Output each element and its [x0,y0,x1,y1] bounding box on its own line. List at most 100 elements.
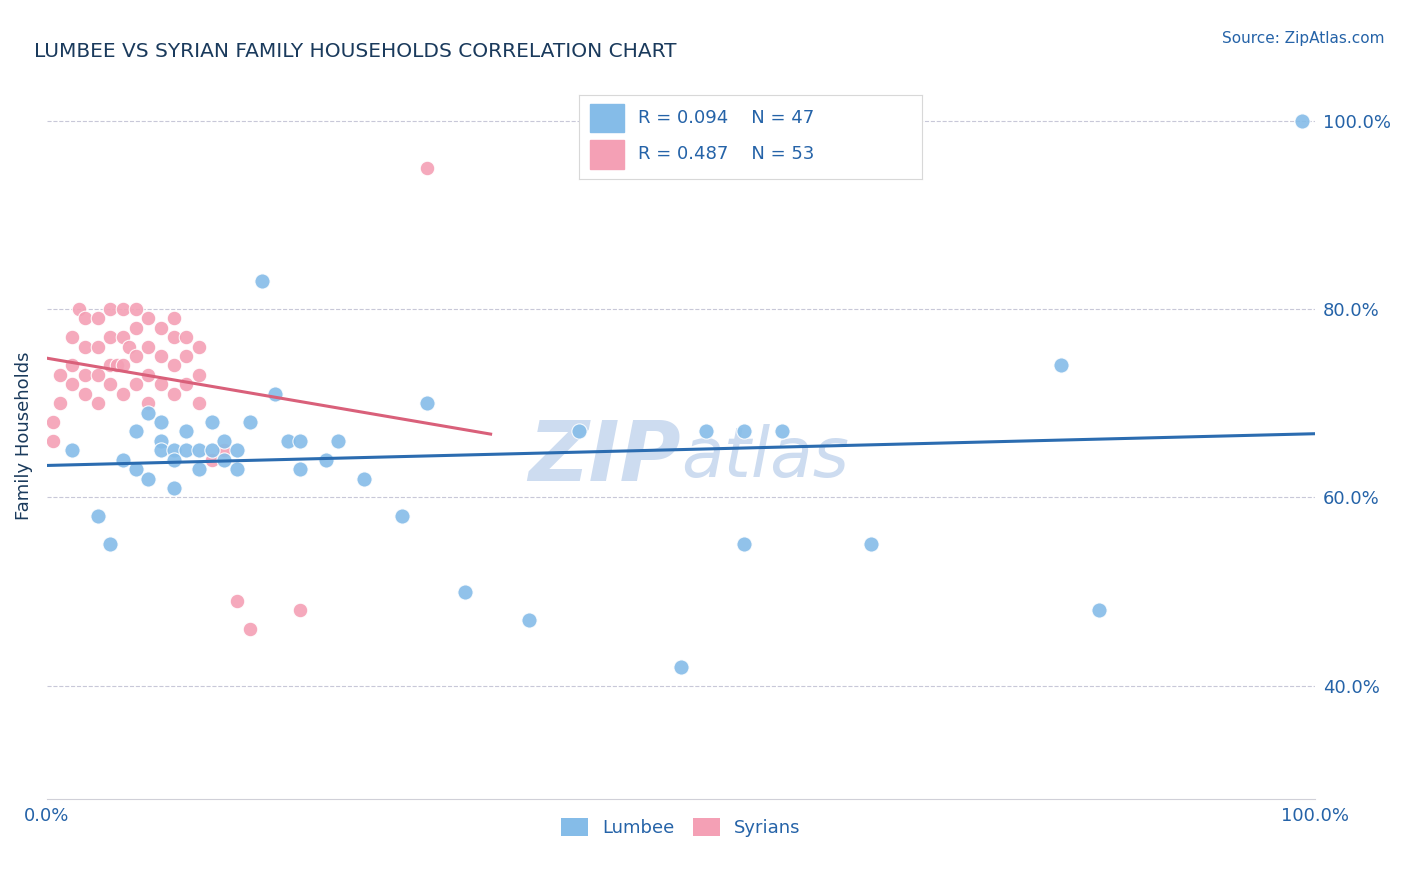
Point [73,311,96,326]
Point [859,537,882,551]
Point [136,396,159,410]
Legend: Lumbee, Syrians: Lumbee, Syrians [554,811,808,844]
Point [42,434,65,448]
Point [226,443,249,458]
Text: LUMBEE VS SYRIAN FAMILY HOUSEHOLDS CORRELATION CHART: LUMBEE VS SYRIAN FAMILY HOUSEHOLDS CORRE… [34,42,676,61]
Point [124,425,146,439]
Point [201,452,224,467]
Point [290,434,312,448]
Point [60,443,83,458]
Point [770,425,793,439]
Point [163,311,186,326]
Point [264,386,287,401]
Point [517,613,540,627]
Point [176,377,198,392]
Text: ZIP: ZIP [529,417,681,499]
Point [163,330,186,344]
Point [86,509,108,524]
Point [214,434,236,448]
Point [98,377,121,392]
Point [214,452,236,467]
Point [568,425,591,439]
Point [188,368,211,382]
Point [48,368,70,382]
Point [150,377,173,392]
Point [163,359,186,373]
Point [150,443,173,458]
Point [328,434,350,448]
Point [214,443,236,458]
Point [98,330,121,344]
Point [252,274,274,288]
Point [239,415,262,429]
Point [98,359,121,373]
Point [150,320,173,334]
Point [124,320,146,334]
Point [86,396,108,410]
Point [669,660,692,674]
Point [124,462,146,476]
Y-axis label: Family Households: Family Households [15,351,32,520]
Point [695,425,717,439]
Point [150,415,173,429]
Point [98,301,121,316]
Point [111,452,134,467]
Point [73,340,96,354]
Point [188,462,211,476]
Point [111,386,134,401]
Point [111,330,134,344]
Point [176,349,198,363]
Point [111,359,134,373]
Point [1050,359,1073,373]
Point [290,603,312,617]
Point [48,396,70,410]
Point [42,415,65,429]
Point [226,462,249,476]
Point [136,311,159,326]
Point [73,386,96,401]
Point [188,396,211,410]
Point [163,386,186,401]
Point [136,368,159,382]
Point [188,443,211,458]
Point [163,443,186,458]
Point [201,415,224,429]
Point [86,340,108,354]
Point [1088,603,1111,617]
Point [136,471,159,485]
Point [73,368,96,382]
Point [124,349,146,363]
Point [124,377,146,392]
Point [176,443,198,458]
Point [136,340,159,354]
Point [136,406,159,420]
Point [733,425,755,439]
Point [188,340,211,354]
Point [98,537,121,551]
Point [60,359,83,373]
Point [150,349,173,363]
Point [201,443,224,458]
Point [416,396,439,410]
Text: Source: ZipAtlas.com: Source: ZipAtlas.com [1222,31,1385,46]
Point [111,301,134,316]
Point [353,471,375,485]
Point [105,359,128,373]
Point [391,509,413,524]
Point [315,452,337,467]
Point [163,452,186,467]
Text: atlas: atlas [681,425,849,491]
Point [163,481,186,495]
Point [454,584,477,599]
Point [176,425,198,439]
Point [416,161,439,175]
Point [277,434,299,448]
Point [124,301,146,316]
Point [176,330,198,344]
Point [733,537,755,551]
Point [1291,113,1313,128]
Point [60,377,83,392]
Point [118,340,141,354]
Point [239,622,262,636]
Point [67,301,90,316]
